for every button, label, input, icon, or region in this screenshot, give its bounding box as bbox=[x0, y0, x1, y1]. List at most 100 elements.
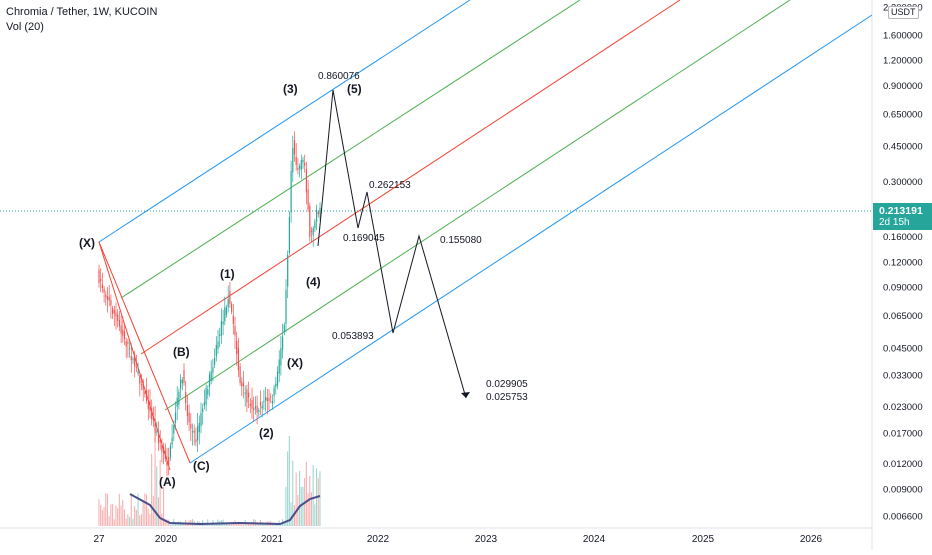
candle-body bbox=[156, 431, 158, 433]
candle-body bbox=[205, 387, 207, 405]
volume-bar bbox=[163, 486, 165, 526]
volume-bar bbox=[312, 465, 314, 526]
volume-bar bbox=[98, 499, 100, 526]
candle-body bbox=[191, 431, 194, 433]
volume-bar bbox=[295, 472, 297, 526]
symbol-title[interactable]: Chromia / Tether, 1W, KUCOIN bbox=[6, 6, 158, 18]
volume-bar bbox=[287, 451, 289, 526]
candle-body bbox=[239, 366, 241, 384]
volume-bar bbox=[108, 516, 110, 526]
currency-unit-badge[interactable]: USDT bbox=[888, 6, 919, 19]
candle-body bbox=[246, 389, 248, 403]
volume-bar bbox=[134, 506, 136, 526]
volume-bar bbox=[151, 453, 153, 526]
candle-body bbox=[144, 391, 146, 395]
candle-body bbox=[100, 279, 102, 281]
candle-body bbox=[251, 400, 253, 409]
candle-body bbox=[164, 450, 166, 460]
volume-bar bbox=[137, 493, 139, 526]
projection-path[interactable] bbox=[317, 89, 467, 399]
time-tick-label: 2024 bbox=[583, 534, 606, 545]
candle-body bbox=[275, 383, 277, 387]
volume-bar bbox=[154, 428, 156, 526]
volume-bar bbox=[164, 520, 166, 526]
candle-body bbox=[270, 396, 272, 398]
time-axis[interactable]: 27 2020 2021 2022 2023 2024 2025 2026 bbox=[93, 534, 822, 545]
price-tick-label: 0.033000 bbox=[883, 371, 923, 382]
candle-body bbox=[227, 299, 229, 308]
candle-body bbox=[258, 410, 260, 412]
candle-body bbox=[132, 358, 134, 360]
channel-upper-inner-line[interactable] bbox=[120, 0, 581, 299]
level-label-0: 0.860076 bbox=[318, 71, 360, 82]
candle-body bbox=[197, 426, 199, 441]
candle-body bbox=[125, 341, 127, 347]
candle-body bbox=[113, 310, 115, 314]
candle-body bbox=[292, 147, 294, 173]
wave-label-b: (B) bbox=[173, 345, 190, 359]
candle-body bbox=[241, 381, 243, 387]
candle-body bbox=[169, 445, 171, 458]
volume-indicator-label[interactable]: Vol (20) bbox=[6, 21, 44, 33]
volume-bar bbox=[317, 478, 319, 526]
candle-body bbox=[287, 254, 289, 287]
wave-labels: (X) (A) (B) (C) (1) (2) (X) (3) (4) (5) bbox=[79, 82, 362, 489]
candle-body bbox=[118, 320, 120, 327]
candle-body bbox=[174, 412, 177, 423]
candle-body bbox=[115, 312, 117, 317]
candle-body bbox=[183, 370, 185, 383]
candles bbox=[98, 131, 321, 477]
candle-body bbox=[112, 308, 114, 314]
volume-bars bbox=[98, 428, 321, 526]
volume-bar bbox=[208, 524, 210, 526]
volume-bar bbox=[285, 486, 287, 526]
volume-bar bbox=[152, 496, 154, 526]
price-tick-label: 0.650000 bbox=[883, 109, 923, 120]
candle-body bbox=[166, 460, 168, 466]
candle-body bbox=[232, 315, 234, 324]
candle-body bbox=[261, 405, 263, 409]
volume-bar bbox=[147, 508, 149, 526]
volume-bar bbox=[310, 492, 312, 526]
candle-body bbox=[229, 290, 231, 304]
pitchfork-channel[interactable] bbox=[98, 0, 873, 471]
level-label-3: 0.155080 bbox=[440, 235, 482, 246]
price-tick-label: 0.009000 bbox=[883, 484, 923, 495]
candle-body bbox=[219, 334, 221, 336]
candle-body bbox=[256, 405, 258, 413]
candle-body bbox=[101, 284, 103, 288]
channel-median-line[interactable] bbox=[140, 0, 681, 355]
candle-body bbox=[171, 437, 173, 445]
volume-bar bbox=[142, 500, 144, 526]
volume-bar bbox=[140, 514, 142, 526]
candle-body bbox=[186, 405, 188, 417]
channel-lower-inner-line[interactable] bbox=[164, 0, 791, 411]
candle-body bbox=[271, 400, 273, 404]
candle-body bbox=[159, 440, 161, 442]
candle-body bbox=[139, 375, 141, 384]
candle-body bbox=[312, 228, 314, 236]
candle-body bbox=[140, 384, 143, 386]
volume-bar bbox=[242, 524, 244, 526]
candle-body bbox=[282, 336, 284, 350]
price-tick-label: 0.160000 bbox=[883, 232, 923, 243]
candle-body bbox=[195, 439, 197, 442]
volume-bar bbox=[236, 524, 238, 526]
volume-bar bbox=[224, 524, 226, 526]
volume-bar bbox=[258, 523, 260, 526]
channel-upper-line[interactable] bbox=[98, 0, 471, 243]
candle-body bbox=[180, 379, 182, 389]
volume-bar bbox=[174, 522, 176, 526]
candle-body bbox=[105, 294, 107, 298]
projection-arrowhead bbox=[461, 392, 470, 398]
volume-bar bbox=[146, 494, 148, 526]
candle-body bbox=[123, 331, 126, 339]
volume-bar bbox=[309, 476, 311, 526]
pitchfork-handle-upper[interactable] bbox=[98, 241, 191, 464]
price-axis[interactable]: 2.2000001.6000001.2000000.9000000.650000… bbox=[883, 3, 923, 523]
candle-body bbox=[280, 348, 282, 366]
candle-body bbox=[273, 387, 275, 396]
channel-lower-line[interactable] bbox=[189, 14, 873, 464]
